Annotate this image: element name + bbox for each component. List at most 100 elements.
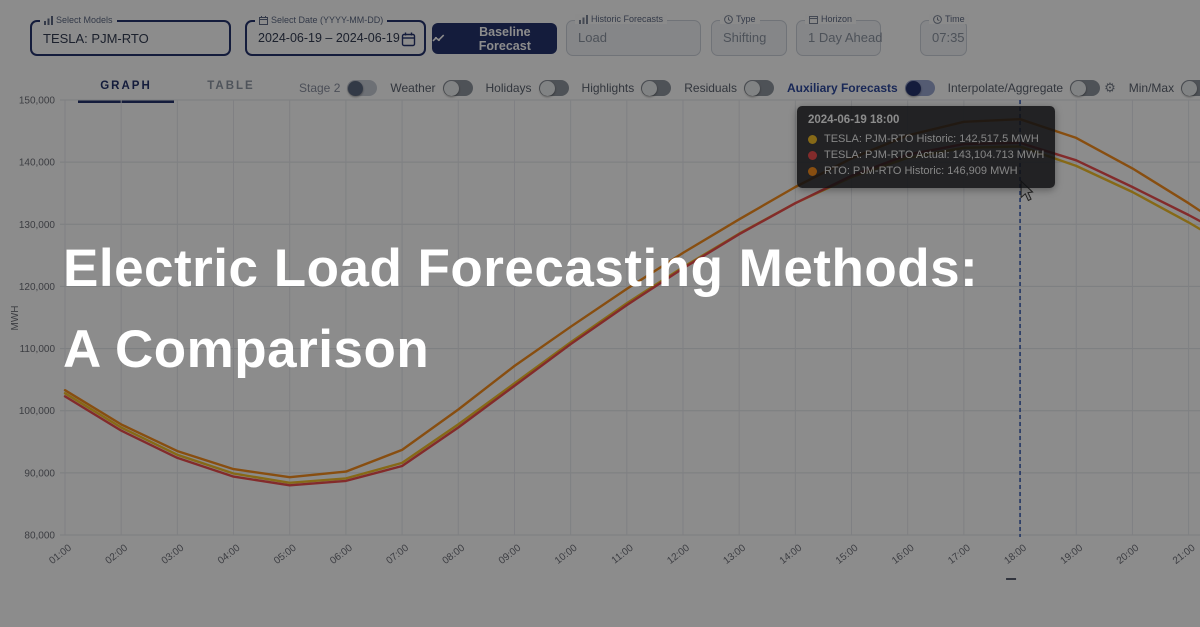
toggle-knob [348, 80, 364, 96]
toggle-switch-interpolate-aggregate[interactable] [1070, 80, 1101, 96]
toggle-group-min-max: Min/Max [1129, 80, 1200, 96]
toggle-group-interpolate-aggregate: Interpolate/Aggregate ⚙ [948, 80, 1116, 96]
horizon-field[interactable]: Horizon 1 Day Ahead [796, 14, 883, 56]
toggle-switch-residuals[interactable] [743, 80, 774, 96]
toggle-label-highlights: Highlights [581, 81, 635, 95]
toggle-knob [1071, 80, 1087, 96]
select-date-field[interactable]: Select Date (YYYY-MM-DD) 2024-06-19 – 20… [245, 15, 426, 56]
y-axis-title: MWH [10, 306, 21, 331]
tooltip-row-text: TESLA: PJM-RTO Actual: 143,104.713 MWH [824, 149, 1045, 161]
toggle-label-interpolate-aggregate: Interpolate/Aggregate [947, 81, 1064, 95]
type-field[interactable]: Type Shifting [711, 14, 787, 56]
toggle-switch-stage-2[interactable] [347, 80, 378, 96]
x-tick-label: 02:00 [104, 542, 131, 566]
toggle-switch-highlights[interactable] [641, 80, 672, 96]
baseline-forecast-button[interactable]: Baseline Forecast [432, 23, 557, 54]
hero-title-line1: Electric Load Forecasting Methods: [63, 239, 979, 298]
series-dot-icon [808, 166, 817, 176]
y-tick-label: 140,000 [19, 158, 56, 169]
x-tick-label: 20:00 [1115, 542, 1142, 566]
toggle-switch-auxiliary-forecasts[interactable] [904, 80, 935, 96]
calendar-picker-icon[interactable] [401, 31, 416, 49]
line-chart-icon [432, 34, 445, 42]
select-date-label: Select Date (YYYY-MM-DD) [255, 15, 388, 25]
x-tick-label: 04:00 [216, 542, 243, 566]
toggle-label-auxiliary-forecasts: Auxiliary Forecasts [786, 81, 898, 95]
toggle-label-min-max: Min/Max [1128, 81, 1175, 95]
toggle-group-holidays: Holidays [486, 80, 569, 96]
toggle-switch-weather[interactable] [442, 80, 473, 96]
x-tick-label: 13:00 [722, 542, 749, 566]
x-tick-label: 06:00 [328, 542, 355, 566]
tab-graph[interactable]: GRAPH [78, 80, 174, 103]
select-models-field[interactable]: Select Models TESLA: PJM-RTO [30, 15, 231, 56]
toggle-knob [443, 80, 459, 96]
x-tick-label: 10:00 [553, 542, 580, 566]
time-value[interactable]: 07:35 [932, 30, 965, 45]
select-date-value[interactable]: 2024-06-19 – 2024-06-19 [258, 31, 400, 45]
y-tick-label: 110,000 [20, 344, 56, 355]
x-tick-label: 15:00 [834, 542, 861, 566]
clock-icon [724, 14, 733, 24]
tooltip-row-text: TESLA: PJM-RTO Historic: 142,517.5 MWH [824, 133, 1039, 145]
tooltip-timestamp: 2024-06-19 18:00 [808, 114, 900, 126]
y-tick-label: 150,000 [19, 96, 56, 107]
y-tick-label: 120,000 [19, 282, 56, 293]
toggle-group-residuals: Residuals [684, 80, 774, 96]
time-field[interactable]: Time 07:35 [920, 14, 969, 56]
hero-title-line2: A Comparison [63, 320, 430, 379]
toggle-group-auxiliary-forecasts: Auxiliary Forecasts [787, 80, 935, 96]
x-tick-label: 14:00 [778, 542, 805, 566]
toggle-switch-holidays[interactable] [538, 80, 569, 96]
clock-icon [933, 14, 942, 24]
toggle-group-stage-2: Stage 2 [299, 80, 378, 96]
toggle-knob [642, 80, 658, 96]
x-tick-label: 05:00 [272, 542, 299, 566]
gear-icon[interactable]: ⚙ [1104, 80, 1116, 95]
toggle-label-residuals: Residuals [684, 81, 737, 95]
x-tick-label: 01:00 [47, 542, 74, 566]
historic-forecasts-value[interactable]: Load [578, 30, 607, 45]
type-label: Type [720, 14, 760, 24]
tooltip-row: TESLA: PJM-RTO Actual: 143,104.713 MWH [808, 149, 1044, 161]
y-tick-label: 130,000 [19, 220, 56, 231]
x-tick-label: 07:00 [384, 542, 411, 566]
y-tick-label: 100,000 [19, 406, 56, 417]
historic-forecasts-label: Historic Forecasts [575, 14, 668, 24]
toggle-knob [744, 80, 760, 96]
x-tick-label: 16:00 [890, 542, 917, 566]
toggle-switch-min-max[interactable] [1181, 80, 1200, 96]
type-value[interactable]: Shifting [723, 30, 767, 45]
x-tick-label: 08:00 [441, 542, 468, 566]
chart-tooltip: 2024-06-19 18:00 TESLA: PJM-RTO Historic… [797, 106, 1056, 188]
hero-title: Electric Load Forecasting Methods: A Com… [63, 228, 978, 390]
y-tick-label: 80,000 [24, 531, 55, 542]
x-tick-label: 09:00 [497, 542, 524, 566]
x-tick-label: 03:00 [160, 542, 187, 566]
series-dot-icon [808, 134, 817, 144]
x-tick-label: 11:00 [610, 542, 636, 566]
toggle-knob [1182, 80, 1198, 96]
select-models-label: Select Models [40, 15, 117, 25]
time-label: Time [929, 14, 969, 24]
horizon-label: Horizon [805, 14, 857, 24]
toggle-group-highlights: Highlights [582, 80, 672, 96]
tab-table[interactable]: TABLE [207, 80, 255, 92]
x-tick-label: 17:00 [946, 542, 973, 566]
calendar-icon [259, 15, 268, 25]
x-tick-label: 19:00 [1059, 542, 1086, 566]
tooltip-row: RTO: PJM-RTO Historic: 146,909 MWH [808, 165, 1044, 177]
x-tick-label: 21:00 [1171, 542, 1198, 566]
x-tick-label: 18:00 [1002, 542, 1029, 566]
toggle-label-holidays: Holidays [485, 81, 532, 95]
horizon-value[interactable]: 1 Day Ahead [808, 30, 883, 45]
tooltip-row-text: RTO: PJM-RTO Historic: 146,909 MWH [824, 165, 1018, 177]
toggle-knob [539, 80, 555, 96]
toggle-knob [905, 80, 921, 96]
historic-forecasts-field[interactable]: Historic Forecasts Load [566, 14, 701, 56]
bar-chart-icon [579, 14, 588, 24]
calendar-icon [809, 15, 818, 24]
select-models-value[interactable]: TESLA: PJM-RTO [43, 31, 149, 46]
toggle-group-weather: Weather [390, 80, 473, 96]
